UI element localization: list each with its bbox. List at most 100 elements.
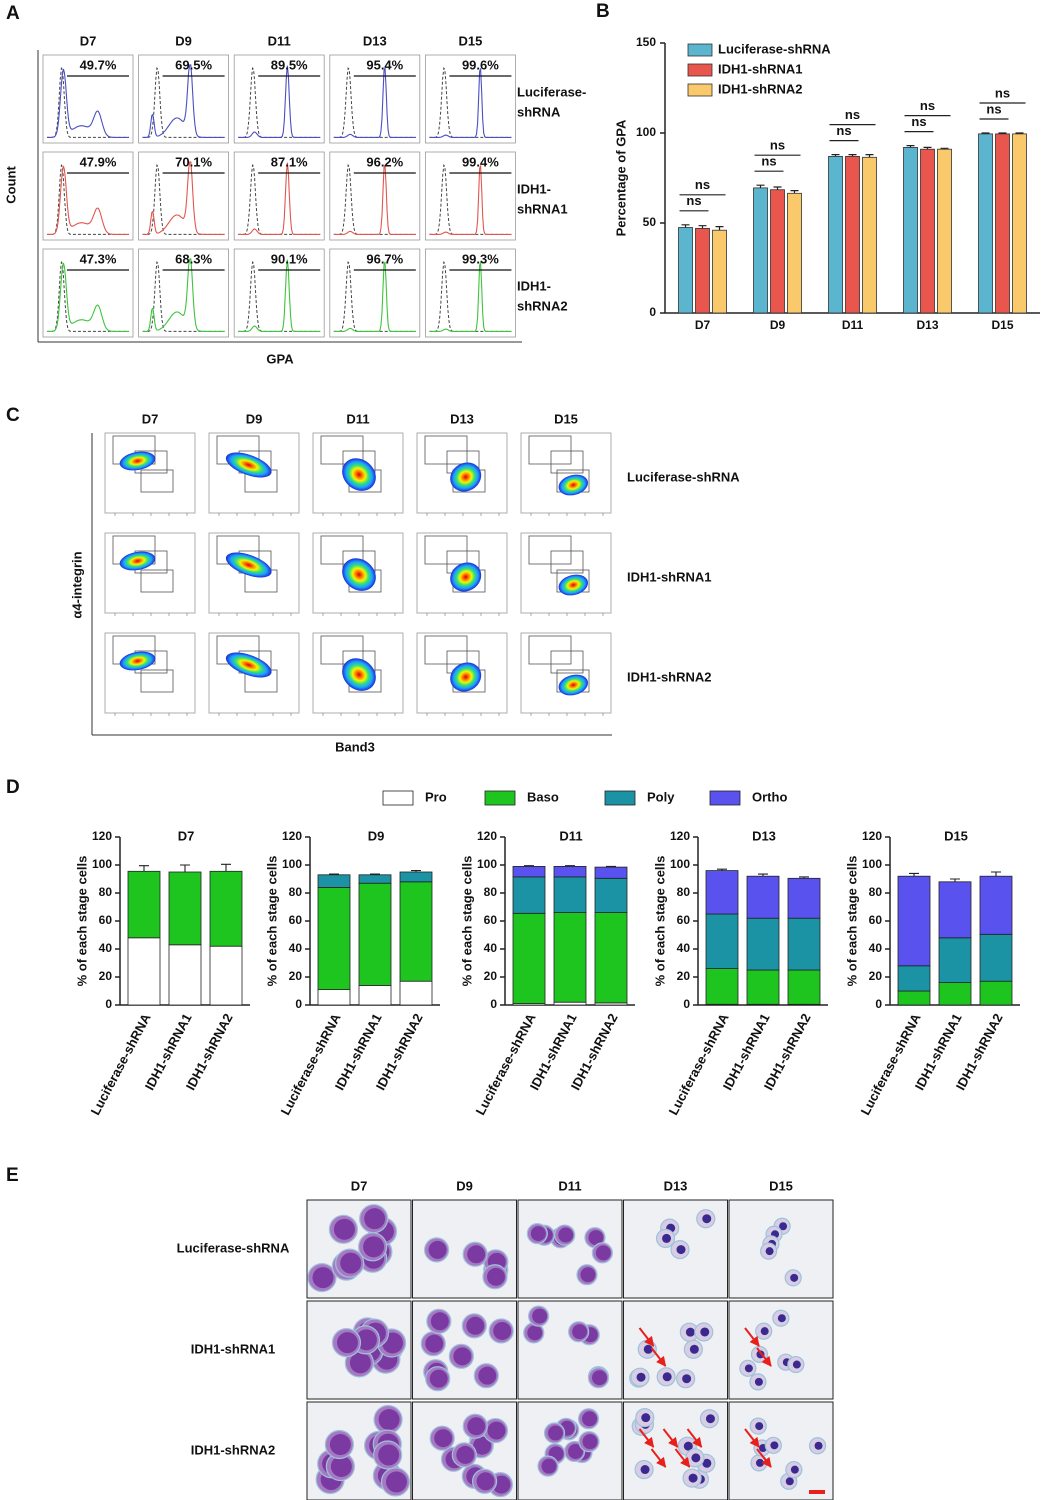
nucleus [760, 1327, 769, 1336]
nucleus [777, 1314, 786, 1323]
y-tick-label: 40 [484, 941, 498, 955]
nucleus [582, 1411, 598, 1427]
column-label: D11 [558, 1178, 581, 1193]
x-tick-label: Luciferase-shRNA [858, 1010, 924, 1117]
histogram-frame [424, 248, 516, 338]
bar [862, 156, 877, 314]
nucleus [779, 1222, 788, 1231]
error-bar [715, 226, 724, 231]
y-tick-label: 100 [636, 125, 656, 139]
significance-label: ns [995, 85, 1010, 100]
density [450, 562, 482, 592]
gate [424, 535, 468, 565]
bar-segment [787, 969, 821, 1005]
bar [903, 146, 918, 314]
y-tick-label: 60 [869, 913, 883, 927]
nucleus [662, 1233, 672, 1243]
density [225, 652, 272, 678]
nucleus [363, 1236, 385, 1258]
panel-label: E [6, 1165, 19, 1186]
y-tick-label: 60 [289, 913, 303, 927]
x-tick-label: D11 [842, 318, 864, 332]
density [342, 658, 376, 691]
y-tick-label: 20 [869, 969, 883, 983]
x-axis-label: Band3 [335, 739, 375, 754]
gate [424, 435, 468, 465]
histogram [429, 165, 512, 235]
significance-label: ns [911, 114, 926, 129]
error-bar [1015, 132, 1024, 134]
bar [753, 187, 768, 314]
gate-percent: 68.3% [175, 251, 212, 266]
row-label: Luciferase-shRNA [177, 1240, 290, 1255]
bar [678, 227, 693, 314]
nucleus [588, 1230, 604, 1246]
histogram-frame [233, 151, 325, 241]
density [558, 474, 589, 496]
gate [528, 535, 572, 565]
nucleus [430, 1312, 449, 1331]
nucleus [493, 1321, 512, 1340]
bar-segment [168, 944, 202, 1006]
x-tick-label: D7 [695, 318, 711, 332]
bar [937, 148, 952, 314]
y-tick-label: 80 [677, 885, 691, 899]
error-bar [524, 865, 534, 867]
gate-percent: 69.5% [175, 57, 212, 72]
legend-swatch [687, 43, 713, 57]
error-bar [681, 224, 690, 228]
y-tick-label: 50 [643, 215, 657, 229]
row-label: Luciferase- [517, 84, 586, 99]
nucleus [355, 1329, 377, 1351]
nucleus [456, 1445, 475, 1464]
error-bar [758, 873, 768, 877]
bar-segment [787, 917, 821, 971]
nucleus [558, 1227, 574, 1243]
bar-segment [705, 913, 739, 969]
row-label: IDH1-shRNA1 [191, 1341, 276, 1356]
nucleus [662, 1372, 672, 1382]
arrow [686, 1428, 703, 1448]
significance-label: ns [920, 98, 935, 113]
y-tick-label: 120 [282, 829, 302, 843]
y-tick-label: 80 [99, 885, 113, 899]
bar-segment [938, 982, 972, 1006]
nucleus [702, 1458, 712, 1468]
row-label: IDH1-shRNA1 [627, 569, 712, 584]
bar-segment [594, 912, 628, 1004]
bar [712, 229, 727, 314]
nucleus [349, 1352, 371, 1374]
y-tick-label: 60 [677, 913, 691, 927]
x-tick-label: Luciferase-shRNA [278, 1010, 344, 1117]
x-tick-label: D13 [916, 318, 938, 332]
error-bar [991, 871, 1001, 877]
nucleus [682, 1374, 692, 1384]
bar [828, 155, 843, 314]
histogram-frame [329, 248, 421, 338]
nucleus [429, 1369, 448, 1388]
column-label: D13 [450, 411, 474, 426]
error-bar [221, 863, 231, 872]
histogram [238, 259, 321, 332]
column-label: D13 [363, 33, 387, 48]
nucleus [378, 1409, 400, 1431]
bar-segment [127, 937, 161, 1006]
density [119, 451, 156, 471]
gate-percent: 99.6% [462, 57, 499, 72]
arrow [650, 1347, 667, 1367]
row-label: shRNA [517, 104, 561, 119]
nucleus [643, 1344, 653, 1354]
arrow [674, 1448, 691, 1468]
column-label: D9 [175, 33, 192, 48]
bar [920, 148, 935, 314]
gate [550, 550, 584, 574]
histogram [333, 67, 416, 138]
legend-swatch [484, 790, 516, 806]
y-tick-label: 120 [477, 829, 497, 843]
histogram-frame [424, 54, 516, 144]
gate [140, 469, 174, 493]
y-tick-label: 40 [289, 941, 303, 955]
gate-percent: 96.7% [366, 251, 403, 266]
y-axis-label: Count [3, 166, 18, 204]
histogram [333, 261, 416, 332]
